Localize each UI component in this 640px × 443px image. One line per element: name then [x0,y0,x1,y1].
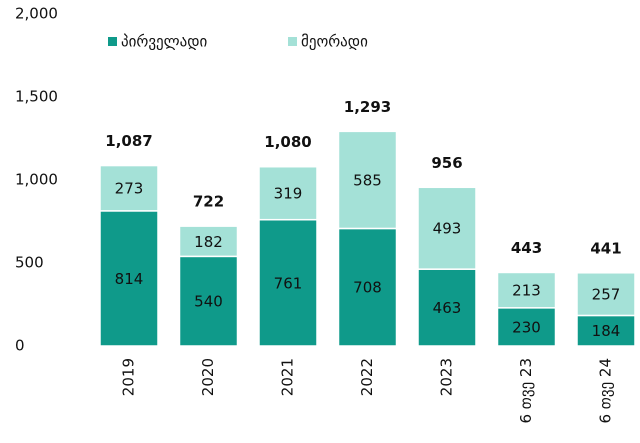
legend-swatch [108,37,117,46]
segment-label: 182 [194,233,223,251]
segment-label: 463 [433,299,462,317]
x-tick-label: 2020 [199,358,217,396]
total-label: 956 [431,154,462,172]
y-tick-label: 1,500 [15,88,58,106]
total-label: 443 [511,239,542,257]
legend-label: მეორადი [301,33,368,51]
total-label: 1,080 [264,133,311,151]
x-tick-label: 6 თვე 23 [517,358,535,424]
y-tick-label: 2,000 [15,5,58,23]
segment-label: 585 [353,171,382,189]
bar-segment [417,268,477,347]
segment-label: 184 [592,322,621,340]
bar-segment [178,225,239,258]
bar-segment [258,218,318,347]
segment-label: 761 [274,274,303,292]
segment-label: 493 [433,220,462,238]
segment-label: 814 [115,270,144,288]
legend-label: პირველადი [121,33,207,51]
x-tick-label: 2019 [120,358,138,396]
total-label: 441 [590,239,621,257]
total-label: 1,293 [344,98,391,116]
bar-segment [258,165,318,221]
bar-segment [337,227,398,347]
bar-segment [99,210,159,347]
legend-swatch [288,37,297,46]
bar-segment [496,307,557,347]
bar-segment [99,164,159,212]
x-tick-label: 2023 [438,358,456,396]
bar-segment [576,314,636,347]
bar-segment [496,271,557,309]
bar-segment [337,130,398,230]
y-tick-label: 1,000 [15,171,58,189]
total-label: 1,087 [105,132,152,150]
segment-label: 319 [274,185,303,203]
x-tick-label: 2021 [279,358,297,396]
x-tick-label: 6 თვე 24 [597,358,615,424]
segment-label: 230 [512,318,541,336]
segment-label: 273 [115,180,144,198]
y-tick-label: 0 [15,337,25,355]
segment-label: 257 [592,286,621,304]
total-label: 722 [193,193,224,211]
segment-label: 213 [512,282,541,300]
x-tick-label: 2022 [358,358,376,396]
y-tick-label: 500 [15,254,44,272]
segment-label: 708 [353,279,382,297]
bar-segment [417,186,477,270]
segment-label: 540 [194,293,223,311]
bar-segment [576,272,636,317]
